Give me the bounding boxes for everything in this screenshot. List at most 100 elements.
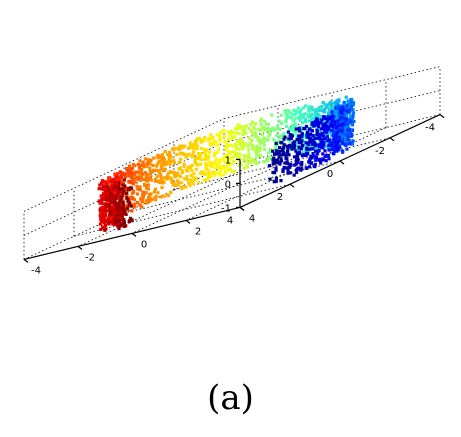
data-point	[291, 119, 296, 123]
data-point	[297, 137, 302, 141]
data-point	[121, 203, 126, 207]
data-point	[335, 149, 339, 153]
data-point	[225, 144, 229, 148]
data-point	[324, 159, 328, 163]
data-point	[298, 110, 302, 114]
data-point	[323, 136, 327, 140]
data-point	[307, 127, 312, 131]
data-point	[325, 129, 329, 133]
data-point	[138, 159, 142, 163]
data-point	[218, 158, 222, 162]
data-point	[302, 150, 306, 154]
data-point	[328, 138, 332, 142]
data-point	[223, 165, 227, 169]
data-point	[234, 152, 238, 156]
grid-line	[123, 160, 341, 214]
data-point	[274, 168, 278, 172]
data-point	[284, 116, 288, 120]
data-point	[258, 146, 262, 150]
x-tick-mark	[389, 137, 395, 142]
data-point	[162, 163, 166, 167]
data-point	[326, 116, 330, 121]
data-point	[238, 126, 242, 130]
data-point	[300, 160, 304, 165]
data-point	[281, 169, 285, 174]
data-point	[239, 163, 243, 167]
data-point	[111, 207, 115, 211]
data-point	[139, 197, 143, 201]
data-point	[252, 125, 256, 129]
data-point	[125, 197, 129, 201]
data-point	[274, 141, 278, 146]
data-point	[101, 225, 105, 229]
data-point	[264, 159, 269, 163]
data-point	[256, 139, 260, 143]
data-point	[300, 132, 304, 136]
data-point	[350, 123, 354, 127]
data-point	[248, 161, 252, 165]
data-point	[327, 148, 331, 152]
data-point	[295, 151, 300, 155]
data-point	[249, 129, 253, 133]
data-point	[116, 177, 121, 181]
data-point	[204, 165, 208, 169]
data-point	[304, 143, 308, 147]
data-point	[348, 115, 352, 119]
data-point	[202, 171, 206, 175]
data-point	[329, 122, 333, 126]
data-point	[187, 181, 191, 185]
data-point	[321, 124, 325, 128]
data-point	[194, 167, 198, 171]
data-point	[110, 220, 114, 224]
data-point	[145, 164, 149, 168]
data-point	[343, 118, 347, 122]
data-point	[152, 156, 156, 160]
data-point	[317, 113, 321, 117]
data-point	[270, 113, 274, 117]
data-point	[138, 188, 142, 192]
data-point	[308, 140, 312, 144]
z-tick-label: -1	[221, 203, 231, 214]
data-point	[231, 136, 235, 140]
data-point	[208, 161, 212, 165]
data-point	[191, 150, 196, 154]
data-point	[341, 113, 345, 117]
data-point	[279, 159, 284, 163]
data-point	[137, 175, 141, 179]
data-point	[277, 153, 281, 157]
data-point	[322, 142, 326, 147]
data-point	[224, 169, 228, 173]
data-point	[204, 157, 209, 161]
data-point	[305, 146, 309, 150]
data-point	[175, 179, 179, 183]
data-point	[190, 180, 194, 184]
data-point	[257, 154, 261, 158]
data-point	[182, 162, 186, 166]
data-point	[335, 99, 339, 103]
data-point	[117, 227, 121, 231]
data-point	[232, 169, 236, 173]
data-point	[113, 222, 117, 226]
data-point	[207, 169, 211, 173]
data-point	[234, 142, 238, 146]
data-point	[177, 167, 181, 171]
data-point	[346, 122, 350, 126]
data-point	[145, 184, 149, 188]
data-point	[133, 202, 137, 206]
data-point	[277, 119, 281, 123]
y-tick-mark	[23, 258, 29, 263]
data-point	[97, 199, 101, 203]
data-point	[300, 154, 305, 158]
data-point	[284, 118, 288, 122]
data-point	[278, 136, 282, 140]
data-point	[155, 168, 159, 172]
data-point	[113, 191, 117, 195]
data-point	[307, 108, 311, 112]
floor-edge-back	[23, 166, 225, 260]
data-point	[159, 164, 163, 168]
data-point	[327, 143, 331, 147]
data-point	[229, 129, 233, 133]
y-tick-label: 0	[141, 239, 147, 250]
data-point	[107, 203, 111, 207]
data-point	[346, 128, 350, 132]
